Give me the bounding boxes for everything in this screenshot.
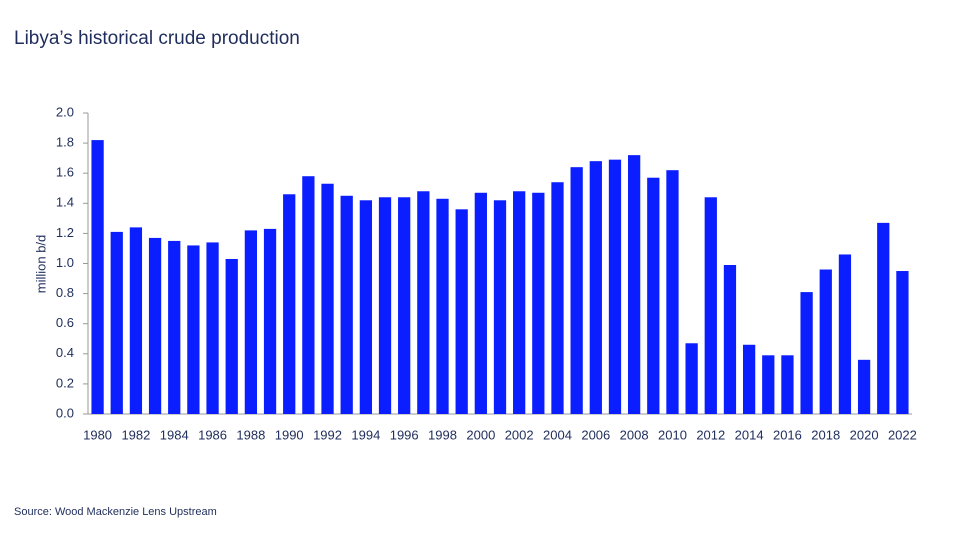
y-tick-label: 1.8 <box>56 135 74 150</box>
bar <box>455 209 468 414</box>
bar <box>302 176 315 414</box>
bar <box>896 271 909 414</box>
y-tick-label: 0.6 <box>56 315 74 330</box>
bar <box>608 159 622 414</box>
x-tick-label: 2020 <box>850 427 879 442</box>
bar <box>589 161 602 414</box>
chart-title: Libya’s historical crude production <box>14 28 300 49</box>
x-tick-label: 2006 <box>581 427 610 442</box>
source-note: Source: Wood Mackenzie Lens Upstream <box>14 506 217 518</box>
bar <box>91 140 104 414</box>
bar <box>877 222 890 414</box>
x-tick-label: 1982 <box>121 427 150 442</box>
x-tick-label: 1990 <box>275 427 304 442</box>
x-tick-label: 2014 <box>735 427 764 442</box>
bar <box>398 197 411 414</box>
x-tick-label: 2000 <box>466 427 495 442</box>
bar <box>110 231 123 414</box>
x-tick-label: 2016 <box>773 427 802 442</box>
bar <box>206 242 219 414</box>
x-tick-label: 1986 <box>198 427 227 442</box>
bar <box>340 195 353 414</box>
y-tick-label: 1.6 <box>56 165 74 180</box>
x-tick-label: 1984 <box>160 427 189 442</box>
x-tick-label: 2012 <box>696 427 725 442</box>
x-tick-label: 1998 <box>428 427 457 442</box>
x-tick-label: 1980 <box>83 427 112 442</box>
bar <box>704 197 717 414</box>
bar <box>513 191 526 414</box>
y-tick-label: 1.2 <box>56 225 74 240</box>
bar <box>857 359 871 414</box>
bar <box>417 191 430 414</box>
y-tick-label: 0.0 <box>56 405 74 420</box>
bar <box>781 355 794 414</box>
bar <box>742 344 756 414</box>
bar <box>129 227 143 414</box>
bar <box>647 177 660 414</box>
bar <box>321 183 334 414</box>
bar <box>244 230 258 414</box>
bar <box>225 258 238 414</box>
y-tick-label: 0.4 <box>56 345 74 360</box>
bar <box>263 228 277 414</box>
bar <box>723 265 737 414</box>
bar <box>762 355 775 414</box>
x-tick-label: 2018 <box>811 427 840 442</box>
bar <box>532 192 545 414</box>
x-tick-label: 2008 <box>620 427 649 442</box>
x-tick-label: 2002 <box>505 427 534 442</box>
bar <box>800 292 813 414</box>
bar <box>359 200 372 414</box>
bar <box>838 254 852 414</box>
bar <box>148 237 162 414</box>
bar <box>187 245 200 414</box>
bar <box>168 240 181 414</box>
y-tick-label: 0.8 <box>56 285 74 300</box>
bar <box>685 343 698 414</box>
y-tick-label: 1.4 <box>56 195 74 210</box>
x-tick-label: 2022 <box>888 427 917 442</box>
bar <box>628 155 641 414</box>
bar <box>378 197 392 414</box>
x-tick-label: 2010 <box>658 427 687 442</box>
bar <box>283 194 296 414</box>
x-tick-label: 1992 <box>313 427 342 442</box>
bar <box>474 192 487 414</box>
bar <box>819 269 832 414</box>
bar <box>570 167 583 414</box>
y-tick-label: 1.0 <box>56 255 74 270</box>
bar <box>436 198 449 414</box>
bar <box>666 170 679 414</box>
x-tick-label: 1996 <box>390 427 419 442</box>
bar <box>551 182 564 414</box>
x-tick-label: 1994 <box>351 427 380 442</box>
y-tick-label: 0.2 <box>56 375 74 390</box>
x-tick-label: 1988 <box>236 427 265 442</box>
x-tick-label: 2004 <box>543 427 572 442</box>
y-axis-label: million b/d <box>33 235 48 294</box>
bar <box>493 200 507 414</box>
y-tick-label: 2.0 <box>56 104 74 119</box>
